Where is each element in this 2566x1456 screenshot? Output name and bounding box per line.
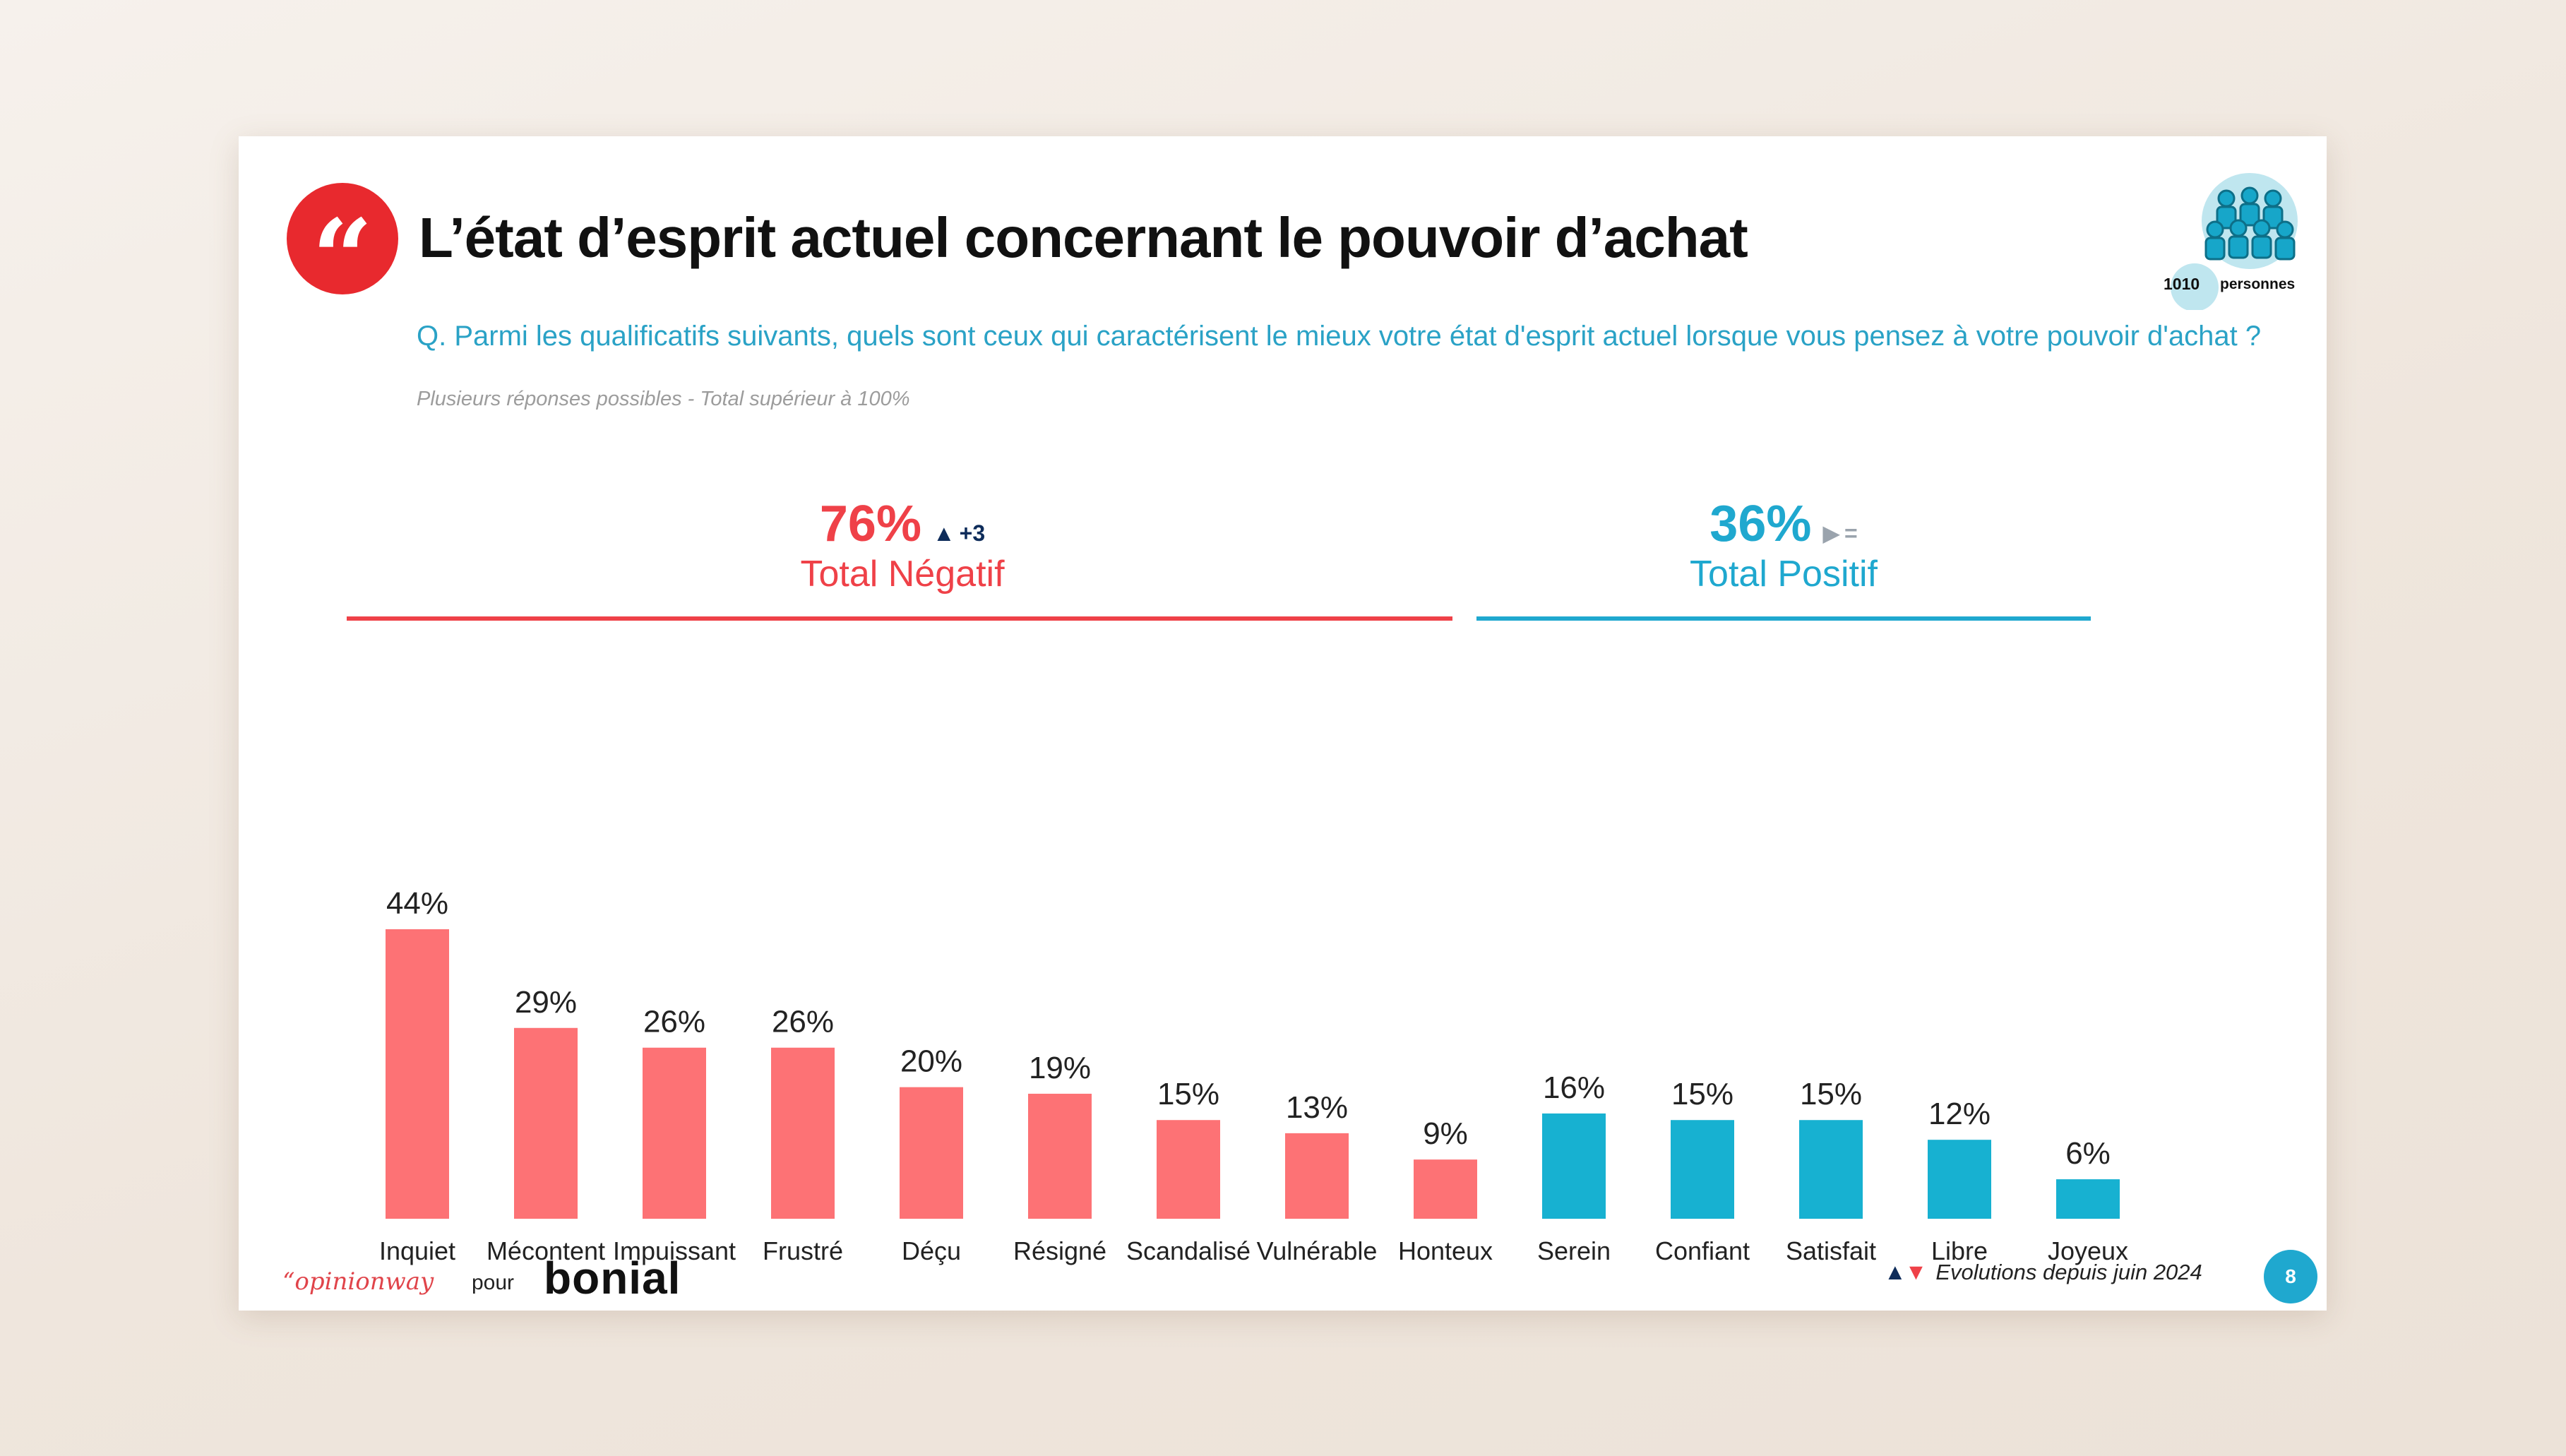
total-positive-label: Total Positif: [1690, 554, 1878, 595]
evolution-legend: ▲▼ Evolutions depuis juin 2024: [1884, 1259, 2202, 1285]
category-label: Confiant: [1655, 1236, 1750, 1265]
panel-unit: personnes: [2220, 276, 2296, 292]
total-negative-pct: 76%: [819, 496, 921, 552]
bar-5: [1028, 1093, 1092, 1219]
people-group-icon: [2171, 173, 2298, 310]
negative-divider: [347, 616, 1452, 621]
bar-2: [643, 1047, 706, 1219]
total-negative-label: Total Négatif: [800, 554, 1005, 595]
bar-0: [386, 929, 449, 1219]
bar-value-label: 29%: [515, 985, 577, 1020]
bar-6: [1157, 1120, 1220, 1219]
category-label: Libre: [1931, 1236, 1988, 1265]
category-label: Vulnérable: [1257, 1236, 1378, 1265]
slide: “ L’état d’esprit actuel concernant le p…: [239, 136, 2327, 1311]
category-label: Scandalisé: [1126, 1236, 1251, 1265]
total-positive-pct: 36%: [1709, 496, 1812, 552]
category-label: Inquiet: [379, 1236, 455, 1265]
category-label: Serein: [1537, 1236, 1611, 1265]
bar-value-label: 26%: [643, 1005, 705, 1039]
evolution-up-icon: ▲: [932, 520, 955, 546]
category-label: Impuissant: [613, 1236, 736, 1265]
evolution-stable-icon: ▶: [1822, 520, 1841, 546]
bar-value-label: 20%: [900, 1044, 962, 1079]
bar-13: [2056, 1179, 2120, 1219]
page-number: 8: [2264, 1250, 2317, 1303]
footer-pour: pour: [472, 1271, 515, 1294]
evolution-value: =: [1844, 520, 1858, 546]
bar-value-label: 16%: [1543, 1070, 1605, 1105]
bar-value-label: 26%: [772, 1005, 834, 1039]
bar-4: [900, 1087, 963, 1219]
bar-9: [1542, 1113, 1606, 1219]
question-text: Q. Parmi les qualificatifs suivants, que…: [417, 321, 2262, 352]
opinionway-logo: “opinionway: [282, 1267, 434, 1296]
total-negative: 76% ▲ +3 Total Négatif: [350, 495, 1455, 595]
category-label: Joyeux: [2048, 1236, 2128, 1265]
bar-3: [771, 1047, 835, 1219]
bar-value-label: 9%: [1423, 1116, 1468, 1151]
total-negative-evolution: ▲ +3: [933, 520, 985, 547]
evolution-value: +3: [959, 520, 986, 546]
total-positive-evolution: ▶ =: [1822, 520, 1857, 547]
category-label: Déçu: [902, 1236, 961, 1265]
bar-value-label: 6%: [2065, 1136, 2111, 1171]
panel-count: 1010: [2164, 275, 2200, 293]
category-label: Honteux: [1398, 1236, 1493, 1265]
bar-value-label: 15%: [1800, 1077, 1862, 1111]
bar-value-label: 15%: [1157, 1077, 1219, 1111]
bar-10: [1671, 1120, 1734, 1219]
quote-icon: “: [287, 183, 398, 311]
category-label: Résigné: [1013, 1236, 1106, 1265]
total-positive: 36% ▶ = Total Positif: [1476, 495, 2091, 595]
bar-value-label: 15%: [1671, 1077, 1733, 1111]
bar-7: [1285, 1133, 1349, 1219]
category-label: Frustré: [763, 1236, 843, 1265]
category-label: Satisfait: [1786, 1236, 1876, 1265]
page-title: L’état d’esprit actuel concernant le pou…: [419, 206, 1748, 269]
bar-12: [1928, 1140, 1991, 1219]
bar-value-label: 44%: [386, 886, 448, 921]
bar-11: [1799, 1120, 1863, 1219]
bar-value-label: 12%: [1928, 1097, 1991, 1131]
bar-1: [514, 1027, 578, 1219]
question-note: Plusieurs réponses possibles - Total sup…: [417, 388, 910, 410]
bar-8: [1414, 1159, 1477, 1219]
positive-divider: [1476, 616, 2091, 621]
bonial-logo: bonial: [544, 1253, 681, 1303]
evolution-legend-text: Evolutions depuis juin 2024: [1935, 1259, 2202, 1284]
bar-value-label: 13%: [1286, 1090, 1348, 1125]
bar-value-label: 19%: [1029, 1051, 1091, 1085]
category-label: Mécontent: [487, 1236, 605, 1265]
bar-chart: 44% Inquiet 29% Mécontent 26% Impuissant 26% Fr…: [379, 886, 2128, 1265]
evolution-arrows-icon: ▲▼: [1884, 1259, 1927, 1284]
